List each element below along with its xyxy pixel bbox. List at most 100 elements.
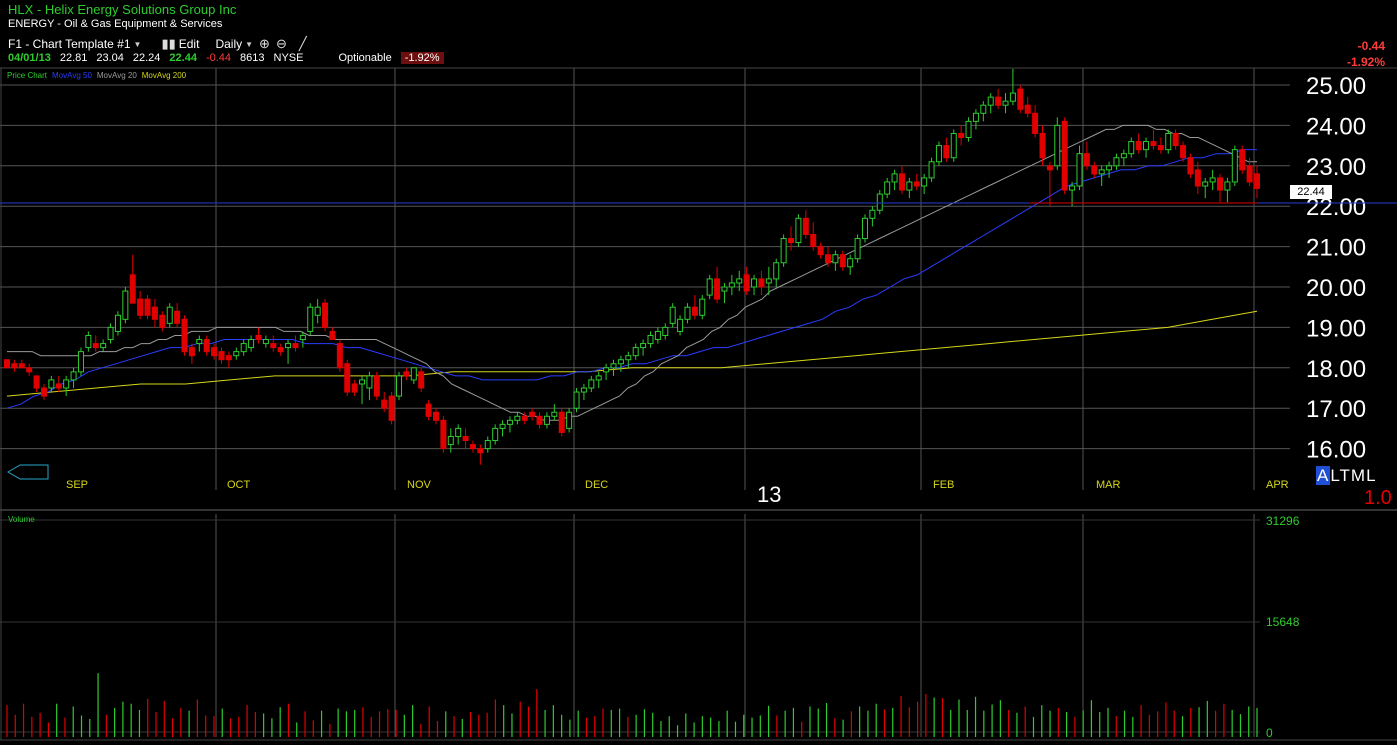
ma20-path: [7, 124, 1257, 421]
price-tick-label: 20.00: [1306, 275, 1366, 302]
candle-body: [543, 415, 550, 425]
candle-body: [174, 310, 181, 324]
symbol-badge[interactable]: ALTML: [1316, 466, 1377, 486]
candle-body: [1046, 165, 1053, 171]
quote-change: -0.44: [205, 52, 232, 64]
candle-body: [63, 379, 70, 389]
template-dropdown[interactable]: F1 - Chart Template #1 ▼: [8, 37, 142, 51]
candle-body: [447, 435, 454, 446]
candle-body: [218, 351, 225, 361]
candle-body: [322, 302, 329, 328]
candle-body: [418, 371, 425, 389]
candle-body: [255, 334, 262, 341]
candle-body: [943, 145, 950, 159]
candle-body: [26, 367, 33, 373]
price-tick-label: 21.00: [1306, 235, 1366, 262]
candle-body: [292, 343, 299, 349]
zoom-in-icon[interactable]: ⊕: [259, 36, 270, 51]
candle-body: [632, 347, 639, 357]
symbol-title: HLX - Helix Energy Solutions Group Inc: [8, 2, 237, 17]
candle-body: [928, 161, 935, 179]
price-tick-label: 24.00: [1306, 113, 1366, 140]
candle-body: [1098, 169, 1105, 175]
chart-header: HLX - Helix Energy Solutions Group Inc E…: [0, 0, 1397, 70]
candle-body: [1180, 145, 1187, 159]
edit-button[interactable]: ▮▮ Edit: [161, 36, 200, 51]
candle-body: [839, 254, 846, 268]
candle-body: [122, 290, 129, 320]
candle-body: [351, 383, 358, 393]
symbol-badge-first: A: [1316, 466, 1331, 485]
quote-low: 22.24: [132, 52, 161, 64]
candle-body: [314, 306, 321, 316]
candle-body: [580, 387, 587, 393]
candle-body: [114, 314, 121, 332]
optionable-label: Optionable: [338, 52, 392, 64]
candle-body: [603, 367, 610, 373]
candle-body: [70, 371, 77, 381]
candle-body: [751, 278, 758, 288]
candle-body: [684, 306, 691, 320]
right-change: -0.44 -1.92%: [1347, 38, 1385, 70]
candle-body: [1209, 177, 1216, 183]
candle-body: [506, 419, 513, 425]
toolbar: F1 - Chart Template #1 ▼ ▮▮ Edit Daily ▼ ⊕ …: [8, 36, 307, 52]
candle-body: [469, 444, 476, 450]
candle-body: [869, 209, 876, 219]
candle-body: [728, 282, 735, 288]
candle-body: [233, 351, 240, 357]
candle-body: [876, 193, 883, 211]
candle-body: [1187, 157, 1194, 175]
zoom-out-icon[interactable]: ⊖: [275, 36, 287, 51]
candle-body: [1032, 112, 1039, 134]
candle-body: [1024, 104, 1031, 114]
candle-body: [802, 217, 809, 235]
candle-body: [1231, 149, 1238, 183]
month-label: OCT: [227, 479, 251, 491]
candle-body: [270, 343, 277, 349]
volume-label: Volume: [8, 515, 35, 524]
candle-body: [980, 104, 987, 114]
candle-body: [388, 395, 395, 421]
price-tick-label: 19.00: [1306, 315, 1366, 342]
axis-labels: 25.0024.0023.0022.0021.0020.0019.0018.00…: [66, 73, 1366, 740]
draw-tool-icon[interactable]: ╱: [298, 36, 307, 51]
candle-body: [151, 306, 158, 320]
candle-body: [1039, 132, 1046, 159]
candle-body: [950, 132, 957, 159]
candle-body: [1224, 181, 1231, 191]
candle-body: [861, 217, 868, 240]
candle-body: [884, 181, 891, 195]
candles: [4, 68, 1260, 465]
candle-body: [1120, 153, 1127, 159]
candle-body: [906, 181, 913, 191]
candle-body: [432, 411, 439, 421]
candle-body: [203, 339, 210, 353]
candle-body: [107, 326, 114, 341]
legend-ma200: MovAvg 200: [141, 71, 187, 80]
candle-body: [55, 383, 62, 389]
candle-body: [1091, 165, 1098, 175]
candle-body: [935, 145, 942, 163]
quote-high: 23.04: [96, 52, 124, 64]
candle-body: [898, 173, 905, 191]
scroll-handle-icon[interactable]: [7, 464, 49, 480]
candle-body: [1061, 120, 1068, 191]
chevron-down-icon: ▼: [245, 39, 254, 49]
pane-borders: [0, 67, 1397, 741]
candle-body: [1128, 141, 1135, 155]
quote-volume: 8613: [240, 52, 265, 64]
candle-body: [832, 254, 839, 264]
chevron-down-icon: ▼: [133, 39, 142, 49]
candle-body: [1069, 185, 1076, 191]
candle-body: [85, 334, 92, 349]
month-label: MAR: [1096, 479, 1121, 491]
period-dropdown[interactable]: Daily ▼: [215, 37, 254, 51]
year-label: 13: [757, 482, 781, 507]
candle-body: [484, 440, 491, 450]
candle-body: [677, 318, 684, 332]
candle-body: [144, 298, 151, 316]
candle-body: [285, 343, 292, 349]
quote-date: 04/01/13: [8, 52, 51, 64]
